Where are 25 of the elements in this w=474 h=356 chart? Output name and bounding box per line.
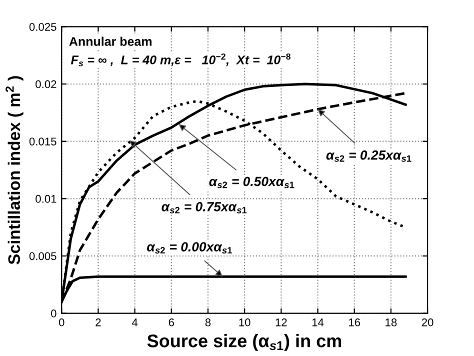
y-tick-label: 0.02 bbox=[36, 80, 56, 88]
x-tick-label: 16 bbox=[349, 318, 360, 326]
x-tick-label: 10 bbox=[239, 318, 250, 326]
annotation: Annular beam bbox=[69, 36, 152, 46]
x-tick-label: 8 bbox=[205, 318, 211, 326]
y-tick-label: 0.01 bbox=[36, 194, 56, 203]
x-tick-label: 6 bbox=[168, 318, 174, 326]
y-axis-title: Scintillation index ( m$^{2}$ ) bbox=[6, 76, 24, 264]
annotation: α$_{s2}$ = 0.00xα$_{s1}$ bbox=[147, 242, 232, 254]
y-tick-label: 0.005 bbox=[29, 252, 56, 260]
x-tick-label: 12 bbox=[276, 318, 287, 326]
y-tick-label: 0 bbox=[51, 310, 56, 318]
annotation: α$_{s2}$ = 0.25xα$_{s1}$ bbox=[326, 150, 412, 162]
annotation: F$_{s}$ = ∞ , L = 40 m,ε = 10$^{−2}$, Xt = 10$^{−8}$ bbox=[70, 53, 290, 66]
x-tick-label: 0 bbox=[58, 318, 64, 326]
x-tick-label: 2 bbox=[96, 318, 101, 326]
annotation: α$_{s2}$ = 0.75xα$_{s1}$ bbox=[162, 202, 247, 214]
x-tick-label: 18 bbox=[386, 318, 397, 326]
y-tick-label: 0.015 bbox=[29, 138, 56, 146]
x-tick-label: 4 bbox=[132, 318, 138, 326]
x-tick-label: 20 bbox=[422, 318, 434, 326]
y-tick-label: 0.025 bbox=[29, 22, 56, 31]
annotation: α$_{s2}$ = 0.50xα$_{s1}$ bbox=[209, 176, 294, 188]
x-axis-title: Source size (α$_{s1}$) in cm bbox=[147, 334, 342, 351]
x-tick-label: 14 bbox=[312, 318, 324, 326]
